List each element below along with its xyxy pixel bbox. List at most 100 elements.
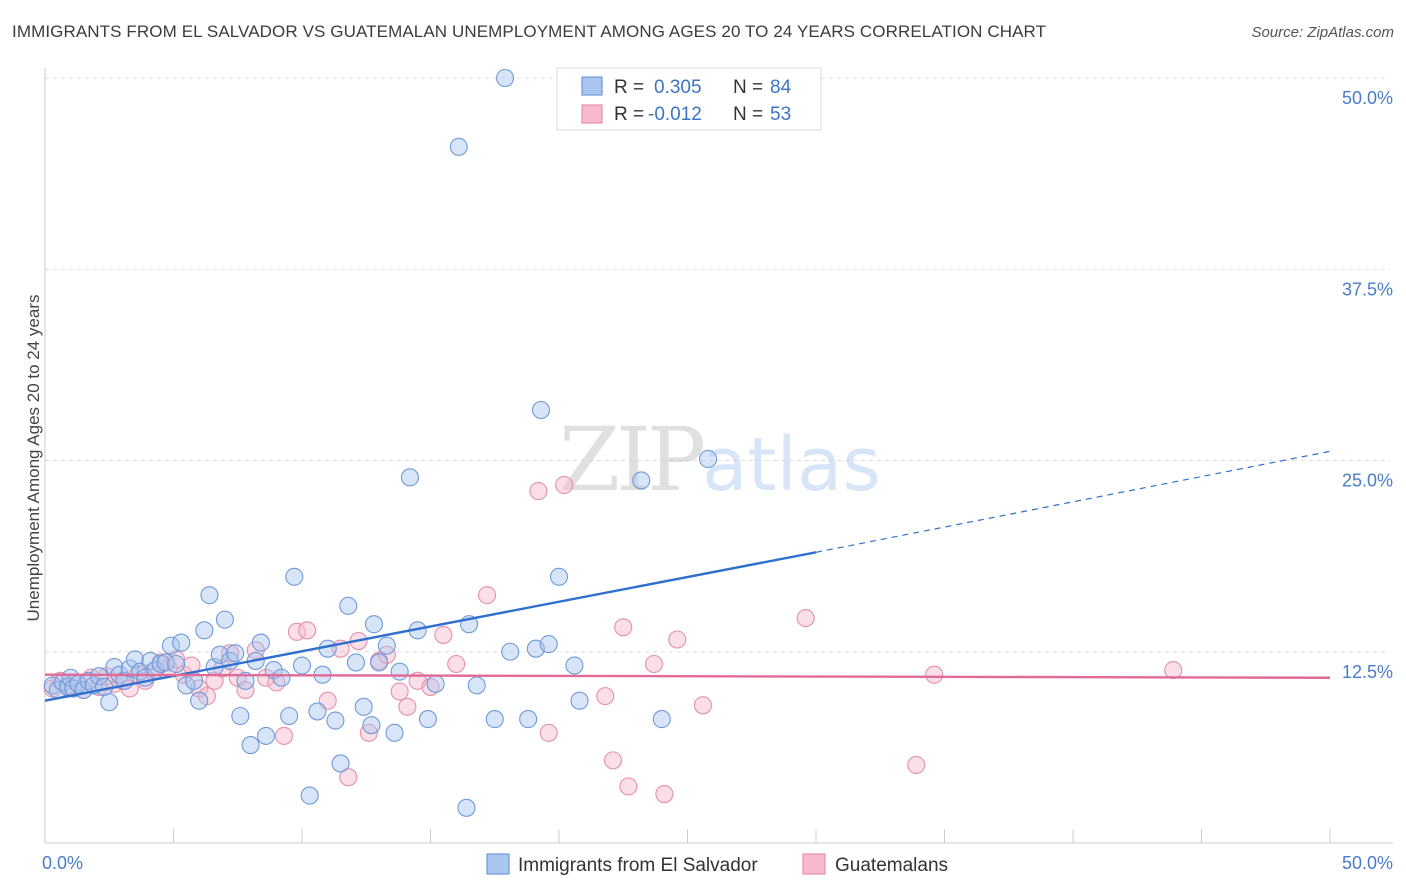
- y-tick-label: 25.0%: [1342, 471, 1393, 491]
- guatemalans-point: [555, 475, 574, 495]
- el-salvador-point: [318, 639, 337, 658]
- el-salvador-point: [370, 653, 389, 672]
- legend-row2-r-label: R =: [614, 104, 644, 125]
- el-salvador-point: [141, 651, 160, 670]
- legend-row2-n-label: N =: [733, 104, 763, 125]
- el-salvador-point: [231, 706, 250, 726]
- el-salvador-point: [346, 653, 366, 672]
- y-tick-labels: 12.5% 25.0% 37.5% 50.0%: [1342, 88, 1393, 682]
- el-salvador-point: [385, 723, 404, 742]
- el-salvador-point: [539, 635, 558, 654]
- legend-pink-swatch: [581, 104, 603, 124]
- el-salvador-point: [256, 726, 276, 745]
- el-salvador-point: [449, 137, 468, 156]
- watermark: ZIPatlas: [559, 408, 881, 511]
- guatemalans-point: [421, 677, 440, 696]
- legend-el-salvador-label: Immigrants from El Salvador: [518, 855, 758, 876]
- guatemalans-point: [274, 726, 294, 745]
- el-salvador-point: [161, 636, 180, 655]
- guatemalans-point: [256, 668, 276, 687]
- guatemalans-point: [477, 586, 497, 605]
- el-salvador-point: [251, 633, 270, 652]
- el-salvador-point: [339, 596, 358, 615]
- guatemalans-point: [668, 630, 687, 649]
- el-salvador-point: [485, 710, 504, 729]
- guatemalans-point: [614, 618, 633, 637]
- el-salvador-point: [354, 697, 373, 716]
- el-salvador-point: [565, 656, 584, 675]
- legend-row2-n-value: 53: [770, 104, 791, 125]
- guatemalans-point: [447, 654, 466, 674]
- axes: [44, 68, 1393, 844]
- x-tick-label-min: 0.0%: [42, 853, 83, 873]
- el-salvador-point: [95, 677, 114, 696]
- x-tick-labels: 0.0% 50.0%: [42, 853, 1393, 873]
- source-credit: Source: ZipAtlas.com: [1251, 24, 1394, 41]
- el-salvador-point: [531, 400, 551, 420]
- y-tick-label: 12.5%: [1342, 662, 1393, 682]
- guatemalans-point: [529, 482, 548, 501]
- legend-row1-r-value: 0.305: [654, 77, 702, 98]
- series-guatemalans-points: [43, 475, 1183, 804]
- el-salvador-point: [172, 633, 191, 652]
- guatemalans-trend: [44, 673, 1331, 679]
- el-salvador-point: [100, 693, 119, 712]
- el-salvador-point: [280, 706, 299, 726]
- el-salvador-point: [331, 754, 350, 773]
- guatemalans-point: [645, 654, 664, 674]
- guatemalans-point: [377, 645, 396, 664]
- guatemalans-point: [298, 621, 317, 640]
- trend-lines: [44, 450, 1331, 702]
- guatemalans-point: [390, 682, 409, 701]
- y-tick-label: 50.0%: [1342, 88, 1393, 108]
- el-salvador-point: [236, 671, 255, 690]
- guatemalans-point: [796, 609, 815, 628]
- series-el-salvador-points: [43, 68, 718, 817]
- el-salvador-point: [326, 711, 345, 730]
- el-salvador-point: [167, 654, 186, 674]
- el-salvador-point: [195, 621, 214, 640]
- guatemalans-point: [434, 625, 453, 644]
- el-salvador-point: [519, 710, 538, 729]
- guatemalans-point: [596, 687, 615, 706]
- guatemalans-point: [539, 723, 558, 742]
- el-salvador-point: [467, 676, 486, 695]
- el-salvador-trend-dashed: [815, 450, 1331, 553]
- el-salvador-point: [426, 674, 445, 693]
- el-salvador-point: [215, 610, 234, 629]
- el-salvador-point: [400, 468, 419, 487]
- el-salvador-point: [501, 642, 520, 661]
- guatemalans-point: [603, 751, 623, 770]
- legend-row1-r-label: R =: [614, 77, 644, 98]
- el-salvador-point: [308, 702, 327, 721]
- guatemalans-point: [907, 755, 926, 775]
- guatemalans-point: [339, 768, 358, 787]
- el-salvador-point: [200, 586, 219, 605]
- el-salvador-point: [364, 615, 384, 634]
- guatemalans-point: [1164, 661, 1183, 680]
- legend-guatemalans-swatch: [802, 853, 826, 875]
- legend-blue-swatch: [581, 76, 603, 96]
- el-salvador-point: [241, 736, 260, 755]
- el-salvador-point: [570, 691, 589, 710]
- el-salvador-point: [120, 659, 139, 678]
- guatemalans-point: [693, 696, 712, 715]
- guatemalans-point: [236, 680, 255, 700]
- y-axis-label: Unemployment Among Ages 20 to 24 years: [24, 295, 43, 622]
- el-salvador-point: [418, 710, 437, 729]
- el-salvador-point: [362, 716, 381, 735]
- el-salvador-point: [89, 667, 109, 686]
- correlation-legend: R = 0.305 N = 84 R = -0.012 N = 53: [556, 67, 822, 131]
- series-legend: Immigrants from El Salvador Guatemalans: [486, 853, 948, 876]
- legend-row1-n-label: N =: [733, 77, 763, 98]
- el-salvador-point: [292, 656, 312, 675]
- grid-lines: [45, 77, 1390, 653]
- guatemalans-point: [655, 784, 674, 804]
- chart-title: IMMIGRANTS FROM EL SALVADOR VS GUATEMALA…: [12, 22, 1047, 41]
- el-salvador-point: [457, 798, 476, 817]
- y-tick-label: 37.5%: [1342, 279, 1393, 299]
- guatemalans-point: [619, 777, 638, 796]
- legend-row2-r-value: -0.012: [648, 104, 702, 125]
- guatemalans-point: [925, 665, 944, 684]
